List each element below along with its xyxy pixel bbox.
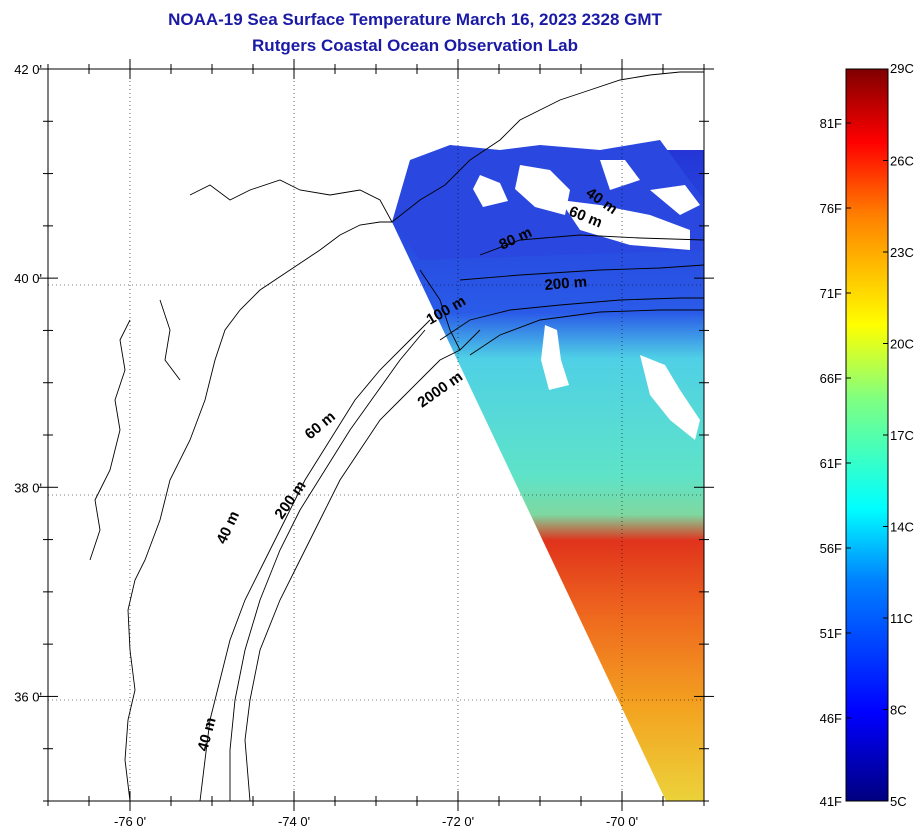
x-tick-label: -74 0' (278, 814, 310, 829)
colorbar-celsius-label: 17C (890, 428, 914, 443)
tick-marks (38, 59, 714, 811)
map-subtitle: Rutgers Coastal Ocean Observation Lab (252, 36, 578, 55)
colorbar-fahrenheit-label: 76F (820, 201, 842, 216)
x-tick-label: -72 0' (442, 814, 474, 829)
colorbar-celsius-label: 14C (890, 520, 914, 535)
colorbar-fahrenheit-label: 56F (820, 541, 842, 556)
colorbar-celsius-label: 5C (890, 794, 907, 809)
colorbar-celsius-label: 23C (890, 245, 914, 260)
colorbar-celsius-label: 26C (890, 154, 914, 169)
x-tick-label: -70 0' (606, 814, 638, 829)
depth-label: 200 m (271, 478, 309, 523)
y-tick-label: 38 0' (14, 480, 42, 495)
colorbar-fahrenheit-label: 46F (820, 711, 842, 726)
x-tick-label: -76 0' (114, 814, 146, 829)
colorbar-celsius-label: 20C (890, 337, 914, 352)
coastline (89, 71, 704, 801)
colorbar-celsius-label: 11C (890, 611, 913, 626)
colorbar-fahrenheit-label: 41F (820, 794, 842, 809)
depth-label: 200 m (544, 273, 588, 294)
colorbar-fahrenheit-label: 71F (820, 286, 842, 301)
y-tick-label: 40 0' (14, 271, 42, 286)
sst-swath (392, 150, 704, 801)
cloud-mask (473, 160, 700, 440)
map-title: NOAA-19 Sea Surface Temperature March 16… (168, 10, 662, 29)
y-tick-label: 36 0' (14, 689, 42, 704)
colorbar-fahrenheit-label: 66F (820, 371, 842, 386)
y-tick-label: 42 0' (14, 62, 42, 77)
depth-label: 40 m (194, 716, 219, 753)
colorbar-celsius-label: 29C (890, 61, 914, 76)
colorbar-fahrenheit-label: 81F (820, 116, 842, 131)
colorbar-celsius-label: 8C (890, 703, 907, 718)
colorbar-fahrenheit-label: 51F (820, 626, 842, 641)
depth-label: 40 m (213, 509, 243, 547)
depth-label: 60 m (302, 408, 339, 443)
colorbar-fahrenheit-label: 61F (820, 456, 842, 471)
colorbar (845, 68, 889, 802)
